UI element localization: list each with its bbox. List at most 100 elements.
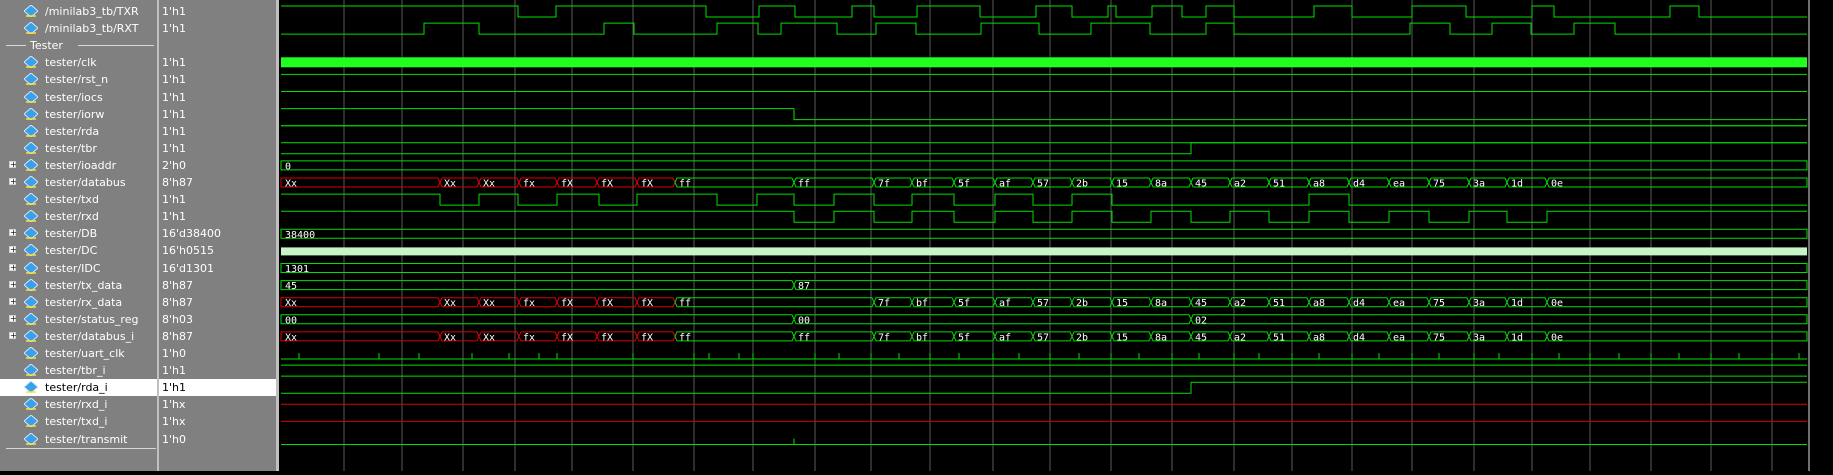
signal-row[interactable]: tester/txd_i <box>0 413 157 430</box>
bus-value-label: 00 <box>285 315 297 326</box>
digital-waveform <box>281 22 1807 35</box>
bus-value-label: 45 <box>1195 179 1207 190</box>
signal-value: 1'h1 <box>162 210 186 223</box>
signal-row[interactable]: tester/rxd_i <box>0 396 157 413</box>
signal-row[interactable]: + tester/IDC <box>0 260 157 277</box>
bus-segment <box>1546 177 1808 188</box>
signal-row[interactable]: tester/txd <box>0 191 157 208</box>
signal-row[interactable]: tester/rxd <box>0 208 157 225</box>
waveform-canvas[interactable]: 0 Xx Xx Xx fx fX fX fX ff ff 7f bf 5f af 57 2b 15 8a 45 a2 5… <box>279 0 1833 471</box>
bus-value-label: ea <box>1393 332 1405 343</box>
expand-toggle-icon[interactable]: + <box>9 263 17 272</box>
signal-row[interactable]: tester/rst_n <box>0 71 157 88</box>
signal-value: 8'h87 <box>162 296 193 309</box>
signal-value: 1'h1 <box>162 193 186 206</box>
signal-diamond-icon <box>24 176 38 188</box>
signal-diamond-icon <box>24 296 38 308</box>
signal-row[interactable]: + tester/databus_i <box>0 328 157 345</box>
signal-row[interactable]: /minilab3_tb/RXT <box>0 20 157 37</box>
signal-name: tester/rda <box>45 125 100 138</box>
signal-value: 16'd38400 <box>162 227 221 240</box>
bus-value-label: ff <box>798 332 810 343</box>
expand-toggle-icon[interactable]: + <box>9 314 17 323</box>
bus-value-label: a8 <box>1313 332 1325 343</box>
signal-value: 1'hx <box>162 415 186 428</box>
signal-name: tester/tx_data <box>45 279 123 292</box>
signal-value: 2'h0 <box>162 159 186 172</box>
bus-value-label: fx <box>523 332 535 343</box>
signal-value: 1'h1 <box>162 5 186 18</box>
bus-value-label: 1301 <box>285 264 309 275</box>
signal-diamond-icon <box>24 91 38 103</box>
signal-diamond-icon <box>24 159 38 171</box>
bus-value-label: 8a <box>1155 332 1167 343</box>
signal-diamond-icon <box>24 364 38 376</box>
signal-value: 8'h87 <box>162 279 193 292</box>
bus-value-label: 57 <box>1037 179 1049 190</box>
signal-name: tester/databus <box>45 176 126 189</box>
signal-name: tester/uart_clk <box>45 347 125 360</box>
expand-toggle-icon[interactable]: + <box>9 331 17 340</box>
bus-value-label: 45 <box>1195 298 1207 309</box>
signal-value: 1'h1 <box>162 73 186 86</box>
signal-row[interactable]: + tester/tx_data <box>0 277 157 294</box>
divider-value <box>159 37 276 54</box>
signal-row[interactable]: tester/transmit <box>0 431 157 448</box>
signal-row[interactable]: tester/uart_clk <box>0 345 157 362</box>
digital-waveform <box>281 210 1807 223</box>
signal-row[interactable]: tester/tbr_i <box>0 362 157 379</box>
expand-toggle-icon[interactable]: + <box>9 228 17 237</box>
signal-value: 1'h0 <box>162 433 186 446</box>
cursor-marker[interactable] <box>6 448 156 449</box>
expand-toggle-icon[interactable]: + <box>9 280 17 289</box>
bus-value-label: 2b <box>1076 298 1088 309</box>
signal-diamond-icon <box>24 142 38 154</box>
bus-value-label: 38400 <box>285 230 315 241</box>
signal-row[interactable]: tester/iorw <box>0 106 157 123</box>
signal-name: tester/clk <box>45 56 97 69</box>
bus-segment <box>280 160 1808 171</box>
bus-value-label: 2b <box>1076 179 1088 190</box>
pane-splitter-names[interactable] <box>157 0 159 471</box>
signal-name-pane: /minilab3_tb/TXR/minilab3_tb/RXT Tester te… <box>0 0 157 471</box>
signal-diamond-icon <box>24 313 38 325</box>
signal-row[interactable]: tester/iocs <box>0 89 157 106</box>
signal-row[interactable]: tester/rda_i <box>0 379 157 396</box>
expand-toggle-icon[interactable]: + <box>9 297 17 306</box>
signal-row[interactable]: /minilab3_tb/TXR <box>0 3 157 20</box>
signal-diamond-icon <box>24 22 38 34</box>
signal-row[interactable]: + tester/DC <box>0 242 157 259</box>
signal-row[interactable]: tester/rda <box>0 123 157 140</box>
signal-row[interactable]: + tester/databus <box>0 174 157 191</box>
signal-row[interactable]: tester/tbr <box>0 140 157 157</box>
waveform-pane[interactable]: 0 Xx Xx Xx fx fX fX fX ff ff 7f bf 5f af 57 2b 15 8a 45 a2 5… <box>279 0 1833 471</box>
bus-value-label: fX <box>641 332 653 343</box>
bus-value-label: 51 <box>1273 179 1285 190</box>
digital-waveform <box>281 108 1807 121</box>
signal-name: tester/DB <box>45 227 98 240</box>
bus-value-label: 0e <box>1551 332 1563 343</box>
bus-segment <box>280 314 795 325</box>
bus-value-label: ff <box>798 179 810 190</box>
signal-row[interactable]: + tester/rx_data <box>0 294 157 311</box>
signal-name: tester/databus_i <box>45 330 135 343</box>
signal-diamond-icon <box>24 244 38 256</box>
signal-row[interactable]: + tester/status_reg <box>0 311 157 328</box>
signal-row[interactable]: + tester/ioaddr <box>0 157 157 174</box>
signal-name: tester/IDC <box>45 262 101 275</box>
bus-value-label: 75 <box>1433 298 1445 309</box>
bus-value-label: Xx <box>483 332 495 343</box>
bus-value-label: 75 <box>1433 179 1445 190</box>
signal-name: tester/txd <box>45 193 99 206</box>
pane-splitter-values[interactable] <box>276 0 279 471</box>
expand-toggle-icon[interactable]: + <box>9 177 17 186</box>
signal-row[interactable]: + tester/DB <box>0 225 157 242</box>
bus-segment <box>280 228 1808 239</box>
bus-value-label: 00 <box>798 315 810 326</box>
expand-toggle-icon[interactable]: + <box>9 160 17 169</box>
bus-value-label: Xx <box>483 298 495 309</box>
bus-value-label: fX <box>561 332 573 343</box>
signal-diamond-icon <box>24 56 38 68</box>
expand-toggle-icon[interactable]: + <box>9 245 17 254</box>
signal-row[interactable]: tester/clk <box>0 54 157 71</box>
